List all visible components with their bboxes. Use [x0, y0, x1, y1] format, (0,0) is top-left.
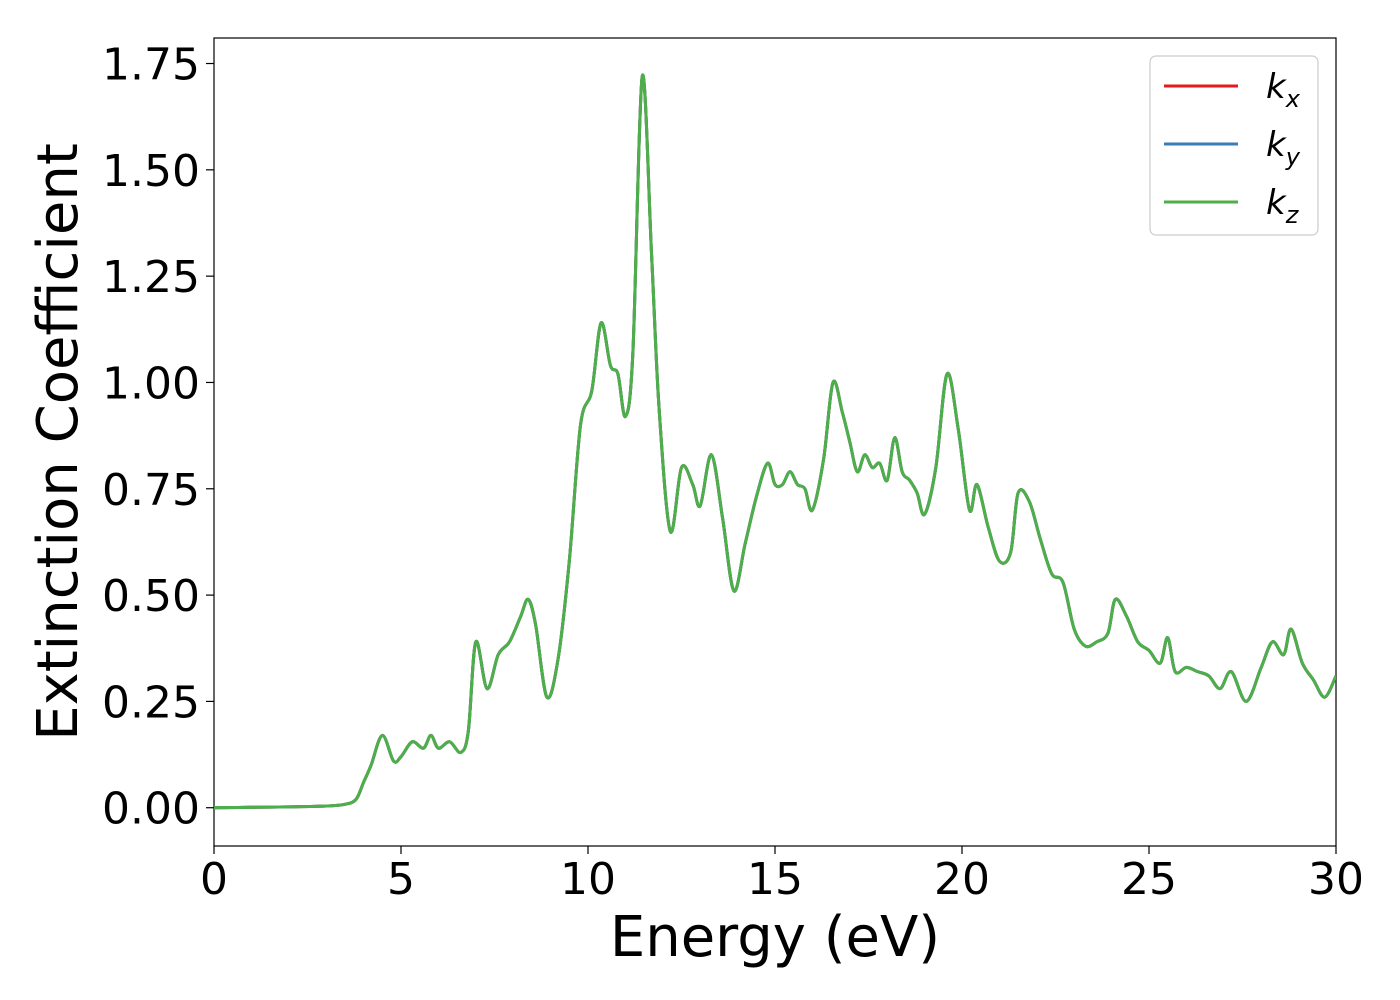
- legend-label-main: k: [1266, 125, 1287, 165]
- legend-label-subscript: x: [1285, 85, 1301, 113]
- y-axis-ticks: 0.00 0.25 0.50 0.75 1.00 1.25 1.50 1.75: [102, 40, 214, 835]
- y-axis-label: Extinction Coefficient: [26, 143, 91, 741]
- legend-label-ky: ky: [1266, 125, 1301, 171]
- x-tick-label: 0: [200, 854, 228, 905]
- legend-label-main: k: [1266, 67, 1287, 107]
- y-tick-label: 0.25: [102, 677, 200, 728]
- series-line-kz: [214, 73, 1336, 810]
- x-tick-label: 15: [747, 854, 803, 905]
- x-axis-ticks: 0 5 10 15 20 25 30: [200, 846, 1364, 905]
- x-tick-label: 25: [1121, 854, 1177, 905]
- x-axis-label: Energy (eV): [610, 905, 940, 970]
- legend-label-subscript: y: [1285, 143, 1301, 171]
- legend-label-subscript: z: [1285, 201, 1300, 229]
- y-tick-label: 1.75: [102, 40, 200, 91]
- x-tick-label: 10: [560, 854, 616, 905]
- y-tick-label: 0.75: [102, 465, 200, 516]
- x-tick-label: 20: [934, 854, 990, 905]
- legend-label-kx: kx: [1266, 67, 1301, 113]
- x-tick-label: 5: [387, 854, 415, 905]
- legend-label-main: k: [1266, 183, 1287, 223]
- y-tick-label: 0.00: [102, 784, 200, 835]
- y-tick-label: 0.50: [102, 571, 200, 622]
- y-tick-label: 1.50: [102, 146, 200, 197]
- x-tick-label: 30: [1308, 854, 1364, 905]
- legend-label-kz: kz: [1266, 183, 1300, 229]
- series-lines: [214, 73, 1336, 810]
- y-tick-label: 1.25: [102, 252, 200, 303]
- y-tick-label: 1.00: [102, 358, 200, 409]
